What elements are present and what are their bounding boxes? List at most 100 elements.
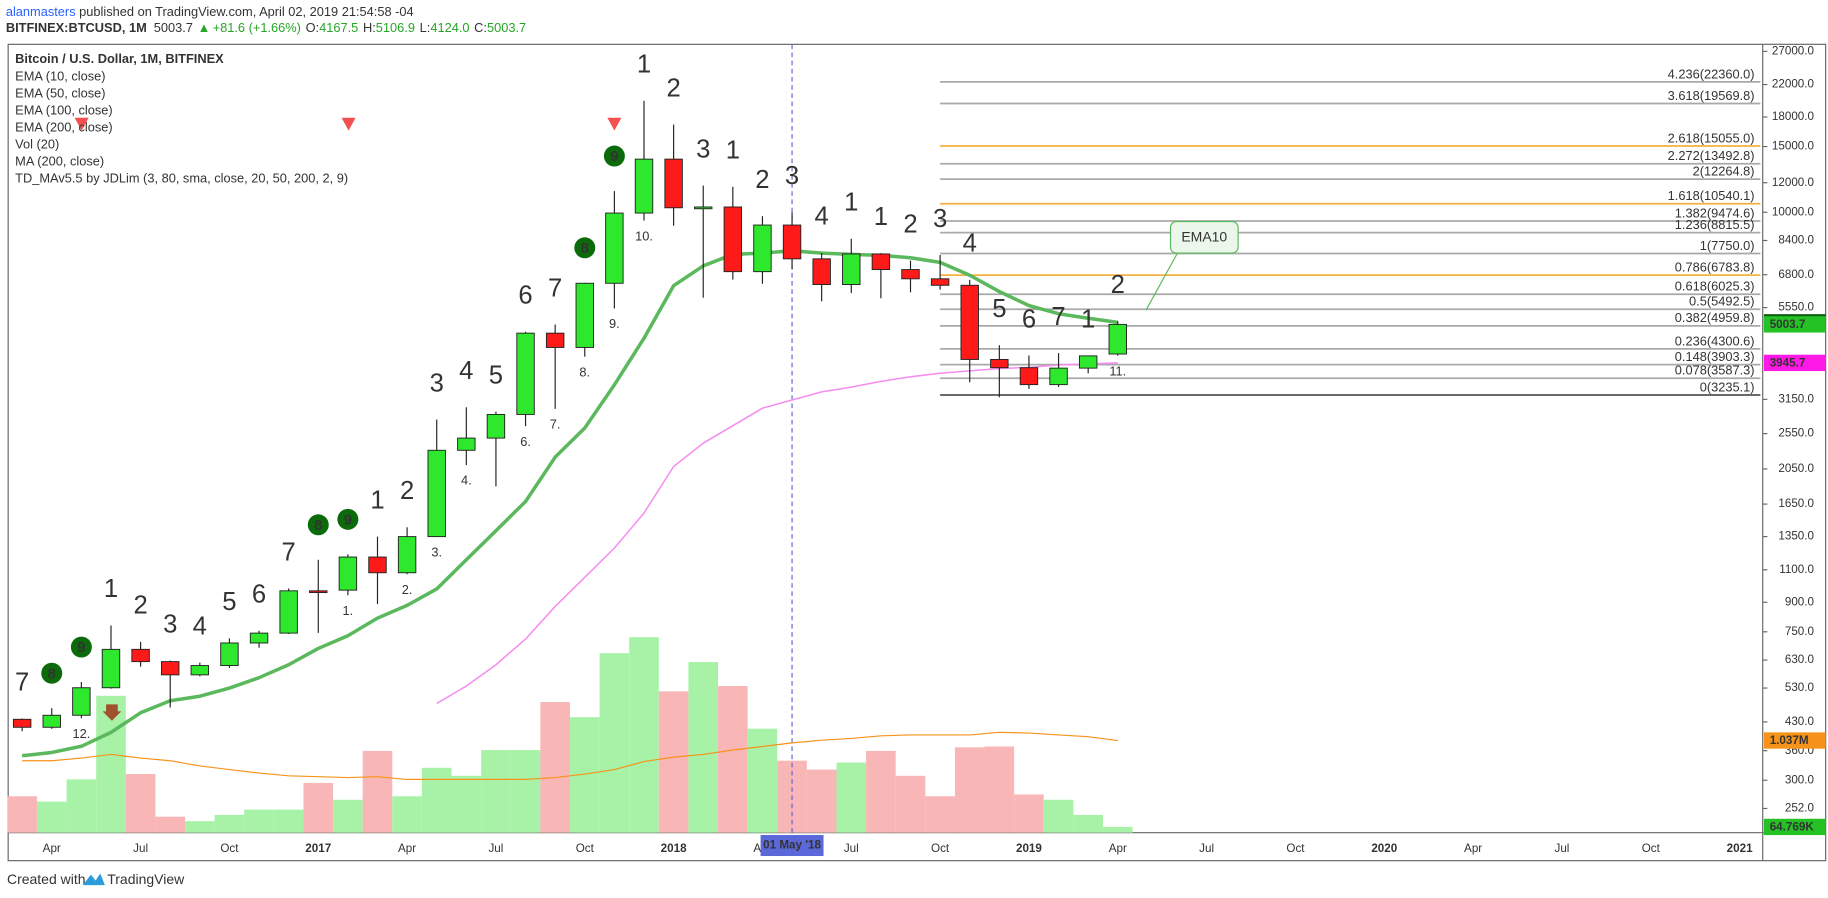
y-tick-label: 12000.0 xyxy=(1772,176,1815,189)
td-circle xyxy=(41,662,63,684)
candle-body xyxy=(1049,367,1068,386)
footer-brand[interactable]: TradingView xyxy=(107,871,185,887)
candle-body xyxy=(1108,323,1127,355)
td-count: 1 xyxy=(874,203,888,231)
volume-bar xyxy=(1102,826,1133,833)
candle-body xyxy=(545,332,565,348)
td-count: 5 xyxy=(489,361,503,389)
candle-body xyxy=(427,449,446,538)
candle-body xyxy=(1019,367,1039,386)
td-sub-label: 9. xyxy=(609,316,620,331)
td-count: 8 xyxy=(48,665,56,682)
ohlc-value: 4167.5 xyxy=(319,21,358,36)
y-tick-label: 27000.0 xyxy=(1772,44,1815,57)
fib-label: 1.236(8815.5) xyxy=(1675,217,1755,232)
volume-bar xyxy=(36,801,67,833)
y-tick-label: 5550.0 xyxy=(1778,301,1814,314)
volume-bar xyxy=(540,702,570,833)
td-count: 4 xyxy=(193,612,207,640)
candle-body xyxy=(101,648,121,689)
td-count: 7 xyxy=(548,274,562,302)
volume-bar xyxy=(658,691,689,833)
signal-triangle xyxy=(341,117,356,131)
volume-bar xyxy=(954,747,985,833)
x-tick-label: Apr xyxy=(1109,842,1127,855)
volume-bar xyxy=(362,750,393,833)
candle-body xyxy=(1078,355,1098,369)
candle-body xyxy=(605,212,624,284)
x-tick-label: 2021 xyxy=(1727,842,1753,855)
volume-bar xyxy=(895,775,926,833)
td-count: 5 xyxy=(222,588,236,616)
td-count: 1 xyxy=(844,189,858,217)
volume-bar xyxy=(1014,794,1044,833)
td-count: 3 xyxy=(696,135,710,163)
y-tick-label: 2050.0 xyxy=(1778,462,1814,475)
volume-bar xyxy=(244,809,274,833)
volume-bar xyxy=(747,728,778,833)
ohlc-key: L: xyxy=(420,21,431,36)
td-count: 2 xyxy=(133,592,147,620)
volume-bar xyxy=(836,762,867,833)
candle-body xyxy=(72,687,91,716)
fib-label: 2(12264.8) xyxy=(1693,164,1755,179)
td-sub-label: 4. xyxy=(461,473,472,488)
y-tick-label: 8400.0 xyxy=(1778,234,1814,247)
candle-body xyxy=(486,413,506,439)
crosshair-label: 01 May '18 xyxy=(763,839,821,852)
candle-body xyxy=(516,332,535,415)
price-badge-label: 64.769K xyxy=(1770,821,1815,834)
x-tick-label: Jul xyxy=(488,842,503,855)
td-sub-label: 12. xyxy=(72,726,90,741)
x-tick-label: Jul xyxy=(1555,842,1570,855)
td-count: 1 xyxy=(1081,305,1095,333)
x-tick-label: Oct xyxy=(576,842,595,855)
volume-bar xyxy=(273,809,304,833)
logo-icon xyxy=(82,873,105,886)
x-tick-label: Jul xyxy=(133,842,148,855)
td-count: 4 xyxy=(963,230,977,258)
published: published on TradingView.com, April 02, … xyxy=(76,4,414,19)
legend-entry: EMA (200, close) xyxy=(15,119,113,134)
volume-bar xyxy=(125,774,156,833)
fib-label: 0.078(3587.3) xyxy=(1675,363,1755,378)
signal-triangle xyxy=(607,117,622,131)
volume-bar xyxy=(629,637,659,833)
change: +81.6 (+1.66%) xyxy=(213,21,301,36)
x-tick-label: 2018 xyxy=(661,842,687,855)
volume-bar xyxy=(451,775,482,833)
candle-body xyxy=(782,224,802,260)
candle-body xyxy=(160,661,180,676)
price-badge xyxy=(1763,316,1826,333)
candle-body xyxy=(694,206,713,210)
price-badge xyxy=(1763,818,1826,836)
td-count: 3 xyxy=(933,205,947,233)
price-badge-label: 5003.7 xyxy=(1770,318,1806,331)
ohlc-value: 4124.0 xyxy=(430,21,469,36)
td-count: 1 xyxy=(726,137,740,165)
signal-triangle xyxy=(74,117,89,131)
x-tick-label: 2017 xyxy=(305,842,331,855)
candle-body xyxy=(279,590,298,634)
td-sub-label: 3. xyxy=(431,544,442,559)
author[interactable]: alanmasters xyxy=(6,4,76,19)
symbol: BITFINEX:BTCUSD, 1M xyxy=(6,21,147,36)
fib-label: 3.618(19569.8) xyxy=(1668,88,1755,103)
price-badge-label: 3945.7 xyxy=(1770,357,1806,370)
volume-bar xyxy=(510,750,541,833)
volume-bar xyxy=(1043,799,1074,833)
fib-label: 0.382(4959.8) xyxy=(1675,310,1755,325)
chart-frame xyxy=(7,43,1827,862)
x-tick-label: Oct xyxy=(931,842,950,855)
volume-bar xyxy=(214,814,245,833)
candle-body xyxy=(871,253,891,271)
legend-entry: TD_MAv5.5 by JDLim (3, 80, sma, close, 2… xyxy=(15,171,348,186)
candle-body xyxy=(338,556,358,591)
fib-label: 0.148(3903.3) xyxy=(1675,349,1755,364)
legend: Bitcoin / U.S. Dollar, 1M, BITFINEX EMA … xyxy=(15,51,348,186)
td-count: 3 xyxy=(430,369,444,397)
td-sub-label: 1. xyxy=(343,603,354,618)
td-sub-label: 11. xyxy=(1109,363,1126,378)
y-tick-label: 15000.0 xyxy=(1772,140,1815,153)
volume-bar xyxy=(7,796,37,833)
